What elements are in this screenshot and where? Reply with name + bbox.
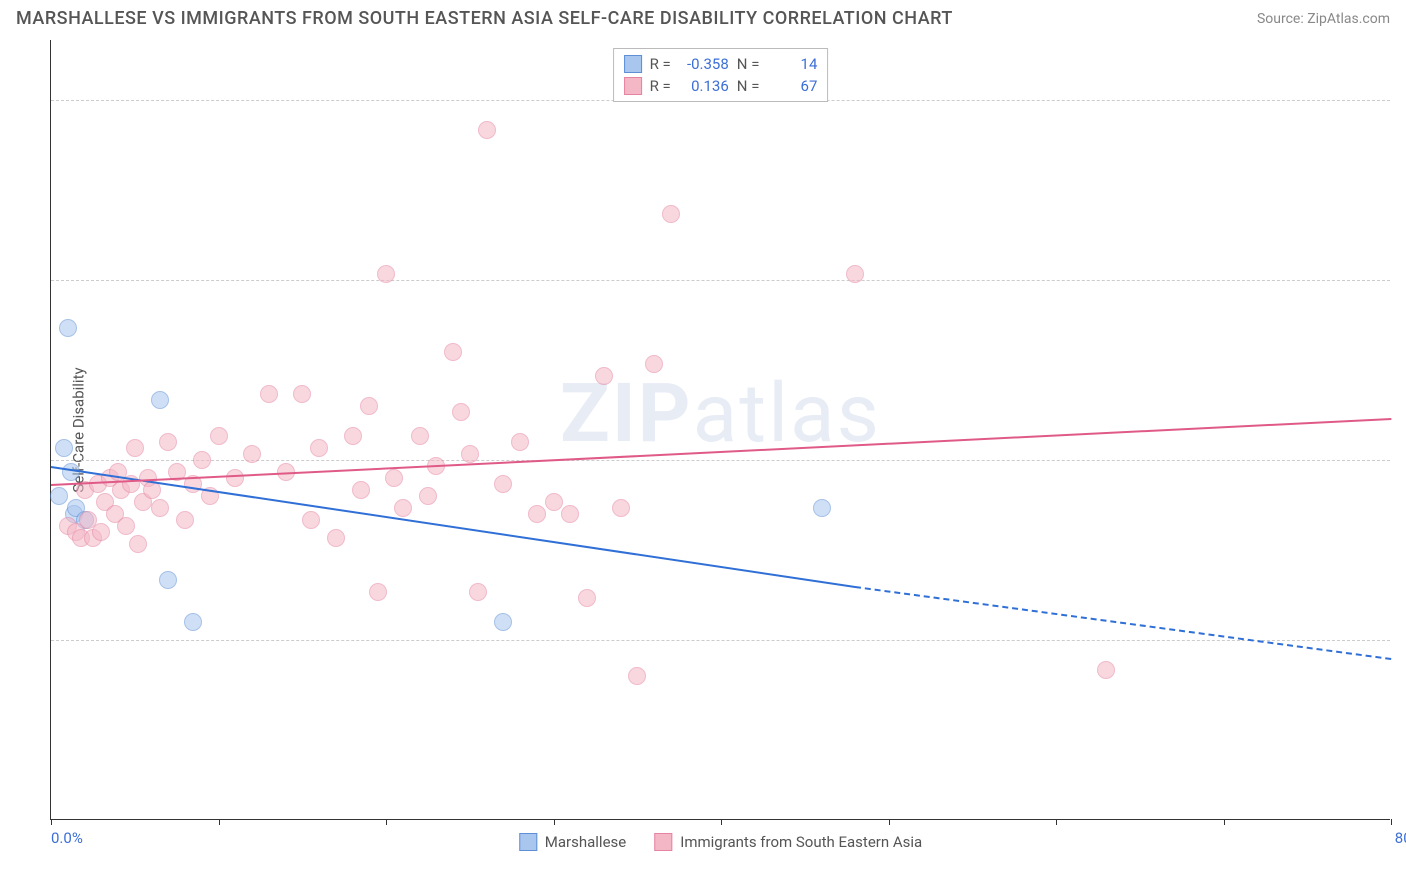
scatter-point-series2 xyxy=(478,121,496,139)
scatter-point-series2 xyxy=(545,493,563,511)
scatter-point-series2 xyxy=(360,397,378,415)
scatter-point-series1 xyxy=(494,613,512,631)
chart-header: MARSHALLESE VS IMMIGRANTS FROM SOUTH EAS… xyxy=(0,0,1406,33)
stats-legend-box: R = -0.358 N = 14 R = 0.136 N = 67 xyxy=(613,48,829,102)
scatter-point-series2 xyxy=(846,265,864,283)
stats-row-series1: R = -0.358 N = 14 xyxy=(624,53,818,75)
chart-title: MARSHALLESE VS IMMIGRANTS FROM SOUTH EAS… xyxy=(16,8,953,29)
x-tick xyxy=(219,819,220,825)
scatter-point-series2 xyxy=(1097,661,1115,679)
scatter-point-series2 xyxy=(159,433,177,451)
scatter-point-series1 xyxy=(813,499,831,517)
scatter-point-series2 xyxy=(385,469,403,487)
scatter-point-series2 xyxy=(293,385,311,403)
x-axis-min-label: 0.0% xyxy=(51,829,83,847)
scatter-point-series1 xyxy=(184,613,202,631)
swatch-series1-legend xyxy=(519,833,537,851)
trend-line xyxy=(51,466,855,588)
scatter-point-series2 xyxy=(302,511,320,529)
gridline-h xyxy=(51,640,1390,641)
x-tick xyxy=(1224,819,1225,825)
legend-item-series2: Immigrants from South Eastern Asia xyxy=(654,833,922,851)
scatter-point-series2 xyxy=(193,451,211,469)
legend-label-series2: Immigrants from South Eastern Asia xyxy=(680,833,922,851)
trend-line xyxy=(855,586,1391,660)
scatter-point-series2 xyxy=(628,667,646,685)
legend-bottom: Marshallese Immigrants from South Easter… xyxy=(519,833,922,851)
scatter-point-series2 xyxy=(377,265,395,283)
x-tick xyxy=(721,819,722,825)
stats-row-series2: R = 0.136 N = 67 xyxy=(624,75,818,97)
legend-item-series1: Marshallese xyxy=(519,833,626,851)
x-tick xyxy=(889,819,890,825)
scatter-point-series1 xyxy=(159,571,177,589)
scatter-point-series2 xyxy=(310,439,328,457)
legend-label-series1: Marshallese xyxy=(545,833,626,851)
scatter-point-series2 xyxy=(419,487,437,505)
x-tick xyxy=(1056,819,1057,825)
scatter-point-series2 xyxy=(469,583,487,601)
x-axis-max-label: 80.0% xyxy=(1395,829,1406,847)
gridline-h xyxy=(51,280,1390,281)
scatter-point-series2 xyxy=(352,481,370,499)
scatter-point-series2 xyxy=(394,499,412,517)
swatch-series2-legend xyxy=(654,833,672,851)
y-tick-label: 4.5% xyxy=(1395,271,1406,289)
scatter-point-series2 xyxy=(662,205,680,223)
chart-plot-area: ZIPatlas Self-Care Disability 1.5%3.0%4.… xyxy=(50,40,1390,820)
scatter-point-series2 xyxy=(260,385,278,403)
scatter-point-series2 xyxy=(452,403,470,421)
scatter-point-series2 xyxy=(129,535,147,553)
scatter-point-series2 xyxy=(561,505,579,523)
scatter-point-series2 xyxy=(494,475,512,493)
scatter-point-series2 xyxy=(369,583,387,601)
scatter-point-series2 xyxy=(210,427,228,445)
scatter-point-series2 xyxy=(126,439,144,457)
source-label: Source: ZipAtlas.com xyxy=(1257,11,1390,27)
x-tick xyxy=(386,819,387,825)
swatch-series1 xyxy=(624,55,642,73)
scatter-point-series2 xyxy=(645,355,663,373)
scatter-point-series2 xyxy=(117,517,135,535)
x-tick xyxy=(554,819,555,825)
y-tick-label: 6.0% xyxy=(1395,91,1406,109)
scatter-point-series2 xyxy=(461,445,479,463)
scatter-point-series2 xyxy=(411,427,429,445)
y-tick-label: 3.0% xyxy=(1395,451,1406,469)
y-tick-label: 1.5% xyxy=(1395,631,1406,649)
scatter-point-series2 xyxy=(243,445,261,463)
scatter-point-series2 xyxy=(327,529,345,547)
scatter-point-series1 xyxy=(55,439,73,457)
scatter-point-series2 xyxy=(578,589,596,607)
scatter-point-series2 xyxy=(151,499,169,517)
x-tick xyxy=(51,819,52,825)
scatter-point-series2 xyxy=(176,511,194,529)
scatter-point-series2 xyxy=(595,367,613,385)
scatter-point-series2 xyxy=(344,427,362,445)
scatter-point-series2 xyxy=(612,499,630,517)
scatter-point-series1 xyxy=(59,319,77,337)
x-tick xyxy=(1391,819,1392,825)
scatter-point-series1 xyxy=(151,391,169,409)
scatter-point-series2 xyxy=(511,433,529,451)
scatter-point-series2 xyxy=(226,469,244,487)
scatter-point-series2 xyxy=(528,505,546,523)
swatch-series2 xyxy=(624,77,642,95)
scatter-point-series2 xyxy=(92,523,110,541)
scatter-point-series1 xyxy=(50,487,68,505)
scatter-point-series2 xyxy=(444,343,462,361)
